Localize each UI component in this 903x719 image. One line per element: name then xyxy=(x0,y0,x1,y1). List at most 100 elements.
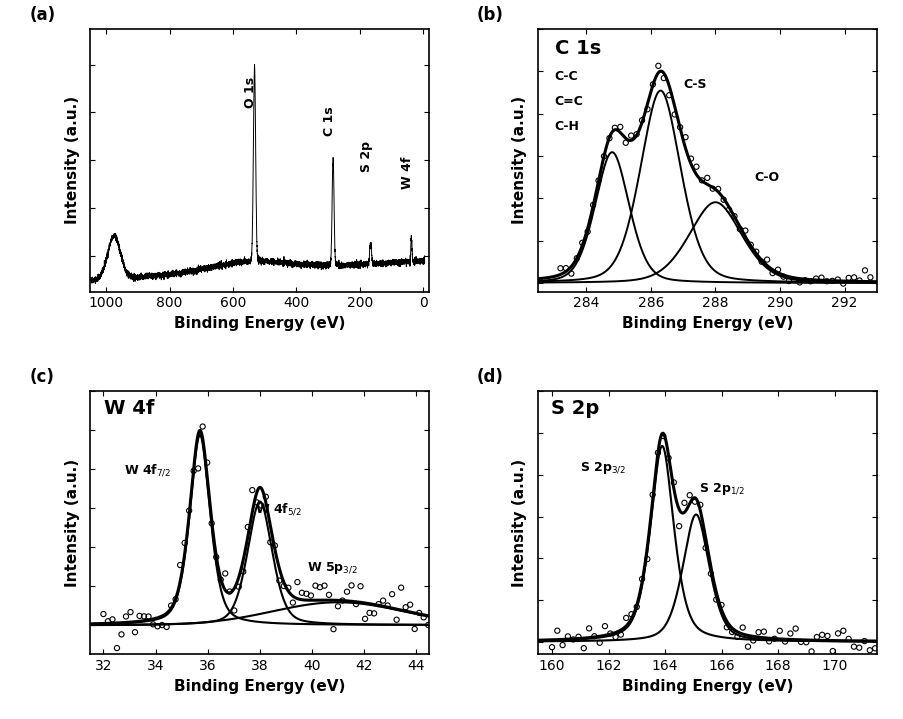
Point xyxy=(750,626,765,638)
Point xyxy=(545,641,559,653)
Point xyxy=(846,272,861,283)
Point xyxy=(231,581,246,592)
Point xyxy=(781,275,796,287)
Point xyxy=(299,588,313,600)
Point xyxy=(182,505,196,516)
X-axis label: Binding Energy (eV): Binding Energy (eV) xyxy=(174,679,345,694)
Point xyxy=(576,643,591,654)
Text: (a): (a) xyxy=(30,6,55,24)
Point xyxy=(168,593,182,605)
Text: S 2p$_{3/2}$: S 2p$_{3/2}$ xyxy=(580,460,626,476)
Point xyxy=(798,636,813,648)
Point xyxy=(857,265,871,276)
Point xyxy=(353,580,368,592)
Point xyxy=(136,610,151,622)
Point xyxy=(294,587,309,598)
Point xyxy=(612,121,627,132)
Point xyxy=(263,536,277,548)
Point xyxy=(285,597,300,608)
Point xyxy=(639,104,654,115)
Point xyxy=(841,272,855,283)
Point xyxy=(846,641,861,652)
Point xyxy=(809,631,824,643)
Point xyxy=(624,608,638,620)
Point xyxy=(213,574,228,585)
Point xyxy=(628,129,643,140)
Point xyxy=(777,636,791,647)
Point xyxy=(634,114,648,126)
Point xyxy=(740,641,754,652)
Point xyxy=(123,606,137,618)
Point xyxy=(145,618,160,630)
Point xyxy=(672,122,686,133)
Point xyxy=(272,575,286,587)
Point xyxy=(761,636,776,647)
Point xyxy=(861,644,876,656)
Point xyxy=(724,626,739,638)
Point xyxy=(618,137,632,149)
Point xyxy=(587,631,601,642)
Point xyxy=(735,622,749,633)
Point xyxy=(883,641,898,653)
Point xyxy=(814,272,828,283)
Point xyxy=(308,580,322,592)
Point xyxy=(872,638,887,649)
Point xyxy=(554,639,569,651)
Point xyxy=(430,622,444,633)
Point xyxy=(245,485,259,496)
Point xyxy=(358,613,372,625)
Point xyxy=(560,631,574,642)
Point xyxy=(574,237,589,249)
Point xyxy=(222,586,237,597)
Point xyxy=(150,620,164,632)
Point xyxy=(407,623,422,635)
Point xyxy=(321,589,336,600)
Point xyxy=(715,194,730,206)
Point xyxy=(335,595,349,606)
Point xyxy=(856,636,870,647)
Point xyxy=(132,610,146,622)
Point xyxy=(186,465,200,477)
Point xyxy=(708,594,722,605)
Point xyxy=(416,612,431,623)
Point xyxy=(127,626,142,638)
Point xyxy=(661,452,675,464)
Point xyxy=(240,521,255,533)
Text: W 4f$_{5/2}$: W 4f$_{5/2}$ xyxy=(255,501,302,517)
Point xyxy=(754,256,768,267)
Point xyxy=(676,497,691,508)
Point xyxy=(281,582,295,593)
Point xyxy=(693,499,707,510)
Point xyxy=(236,566,250,577)
Point xyxy=(191,463,205,475)
Point xyxy=(571,631,585,643)
Point xyxy=(276,580,291,592)
Point xyxy=(380,600,395,611)
Text: S 2p: S 2p xyxy=(359,141,372,172)
Point xyxy=(204,518,219,529)
Point xyxy=(677,132,692,143)
Point xyxy=(852,275,866,286)
Text: S 2p: S 2p xyxy=(551,399,599,418)
X-axis label: Binding Energy (eV): Binding Energy (eV) xyxy=(621,679,792,694)
Point xyxy=(200,457,214,468)
Point xyxy=(830,628,844,639)
Point xyxy=(719,621,733,633)
Point xyxy=(367,608,381,619)
Point xyxy=(772,625,787,636)
Point xyxy=(159,621,173,633)
Point xyxy=(371,598,386,610)
Point xyxy=(694,175,708,186)
X-axis label: Binding Energy (eV): Binding Energy (eV) xyxy=(174,316,345,331)
Y-axis label: Intensity (a.u.): Intensity (a.u.) xyxy=(65,459,79,587)
Point xyxy=(745,635,759,646)
Point xyxy=(114,628,128,640)
Point xyxy=(804,646,818,657)
Point xyxy=(340,586,354,597)
Point xyxy=(100,615,115,627)
Point xyxy=(782,628,796,639)
Point xyxy=(792,277,806,288)
Point xyxy=(731,224,746,235)
Point xyxy=(558,262,573,274)
Point xyxy=(227,605,241,616)
